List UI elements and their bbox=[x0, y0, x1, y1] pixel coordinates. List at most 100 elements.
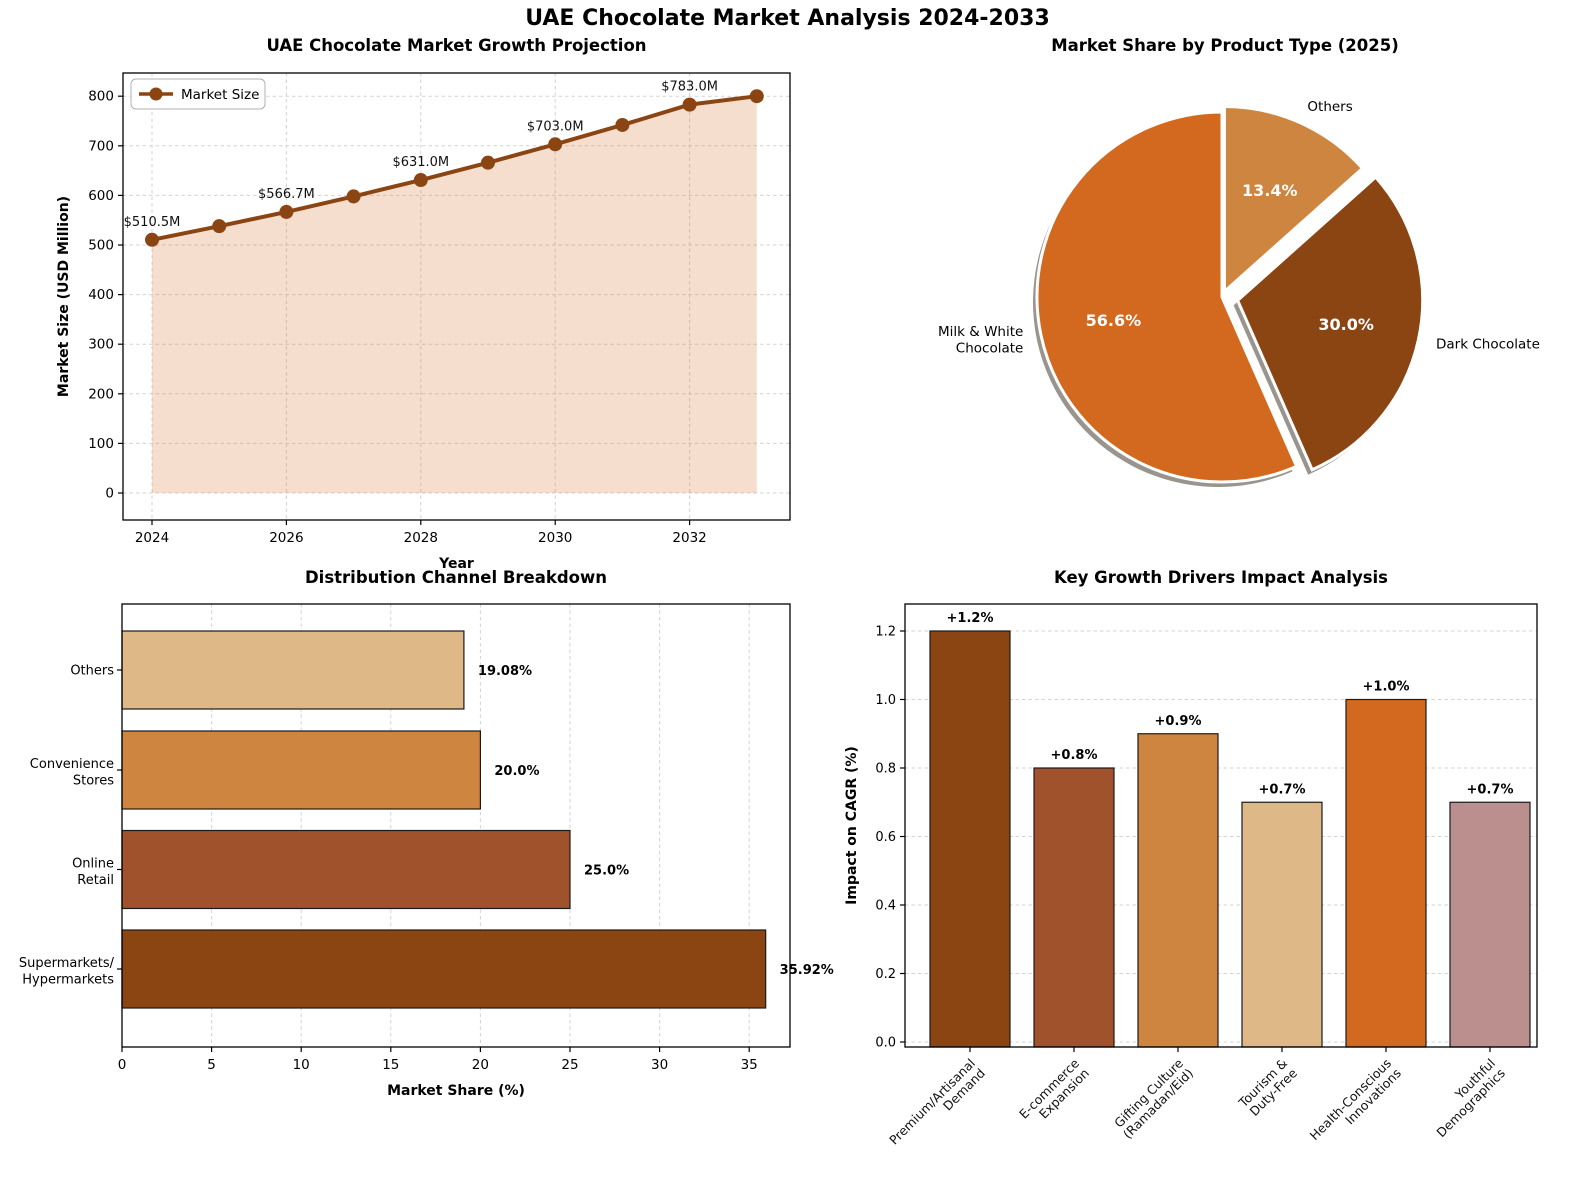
channel-bar bbox=[121, 829, 571, 910]
svg-text:$566.7M: $566.7M bbox=[258, 187, 315, 202]
legend-label: Market Size bbox=[181, 87, 259, 103]
data-point bbox=[279, 204, 294, 219]
svg-text:$631.0M: $631.0M bbox=[392, 155, 449, 170]
svg-text:100: 100 bbox=[88, 436, 114, 452]
svg-text:Market Share (%): Market Share (%) bbox=[387, 1083, 525, 1099]
bar-value-label: 25.0% bbox=[584, 864, 629, 879]
channel-bar bbox=[121, 630, 465, 710]
data-point bbox=[145, 232, 159, 247]
bar-value-label: 35.92% bbox=[780, 963, 834, 978]
data-point bbox=[346, 189, 361, 204]
svg-text:$510.5M: $510.5M bbox=[124, 215, 181, 230]
pie-chart-title: Market Share by Product Type (2025) bbox=[1051, 36, 1399, 55]
svg-text:0.8: 0.8 bbox=[875, 762, 896, 777]
channel-bar bbox=[121, 929, 767, 1009]
legend: Market Size bbox=[130, 78, 266, 110]
category-label: Others bbox=[70, 664, 114, 679]
data-point bbox=[212, 219, 227, 234]
svg-text:Impact on CAGR (%): Impact on CAGR (%) bbox=[844, 746, 860, 905]
category-label: YouthfulDemographics bbox=[1423, 1056, 1508, 1141]
svg-text:0.4: 0.4 bbox=[875, 899, 896, 914]
pie-label: Milk & White Chocolate bbox=[938, 324, 1023, 357]
svg-text:20: 20 bbox=[472, 1057, 489, 1073]
svg-text:2032: 2032 bbox=[672, 530, 706, 546]
category-label: Tourism &Duty-Free bbox=[1235, 1055, 1300, 1120]
distribution-channel-bar-chart: 19.08% Others 20.0% Convenience Stores 25.0% O… bbox=[19, 603, 834, 1099]
svg-text:1.2: 1.2 bbox=[875, 625, 896, 640]
driver-bar bbox=[1345, 698, 1427, 1048]
svg-text:30.0%: 30.0% bbox=[1318, 315, 1374, 334]
category-label: Convenience Stores bbox=[30, 757, 114, 789]
category-label: Health-ConsciousInnovations bbox=[1307, 1056, 1404, 1153]
pie-label: Dark Chocolate bbox=[1436, 336, 1540, 352]
svg-text:400: 400 bbox=[88, 287, 114, 303]
bar-value-label: 19.08% bbox=[478, 664, 532, 679]
svg-text:1.0: 1.0 bbox=[875, 693, 896, 708]
svg-text:2026: 2026 bbox=[269, 530, 303, 546]
svg-text:15: 15 bbox=[382, 1057, 399, 1073]
drivers-chart-title: Key Growth Drivers Impact Analysis bbox=[1053, 568, 1388, 587]
pie-slice bbox=[1222, 105, 1365, 295]
svg-text:800: 800 bbox=[88, 89, 114, 105]
pie-slice bbox=[1035, 110, 1299, 484]
pie-slice bbox=[1235, 175, 1425, 472]
channel-bar bbox=[121, 730, 481, 810]
driver-bar bbox=[929, 630, 1011, 1048]
svg-text:30: 30 bbox=[651, 1057, 668, 1073]
svg-text:$703.0M: $703.0M bbox=[527, 119, 584, 134]
market-size-line bbox=[151, 94, 758, 242]
figure-title: UAE Chocolate Market Analysis 2024-2033 bbox=[525, 6, 1050, 31]
svg-text:0.6: 0.6 bbox=[875, 830, 896, 845]
driver-bar bbox=[1137, 733, 1219, 1048]
svg-text:Market Size (USD Million): Market Size (USD Million) bbox=[56, 196, 72, 397]
data-point bbox=[413, 173, 428, 188]
svg-text:13.4%: 13.4% bbox=[1242, 181, 1298, 200]
svg-text:35: 35 bbox=[741, 1057, 758, 1073]
pie-label: Others bbox=[1307, 99, 1352, 115]
svg-text:500: 500 bbox=[88, 238, 114, 254]
growth-drivers-bar-chart: +1.2% Premium/ArtisanalDemand +0.8% E-comme… bbox=[844, 603, 1538, 1158]
svg-text:10: 10 bbox=[293, 1057, 310, 1073]
svg-text:56.6%: 56.6% bbox=[1086, 311, 1142, 330]
category-label: Supermarkets/Hypermarkets bbox=[19, 956, 115, 988]
bar-value-label: +0.9% bbox=[1155, 714, 1202, 729]
svg-text:2024: 2024 bbox=[135, 530, 169, 546]
product-share-pie-chart: 13.4% 30.0% 56.6% Others Dark Chocolate Milk … bbox=[938, 99, 1540, 487]
svg-text:2030: 2030 bbox=[538, 530, 572, 546]
growth-line-chart: $510.5M $566.7M $631.0M $703.0M $783.0M 2024 2… bbox=[56, 72, 791, 572]
category-label: Online Retail bbox=[72, 857, 114, 889]
data-point bbox=[481, 155, 495, 170]
svg-text:600: 600 bbox=[88, 188, 114, 204]
svg-text:0: 0 bbox=[118, 1057, 127, 1073]
channel-chart-title: Distribution Channel Breakdown bbox=[304, 568, 607, 587]
data-point bbox=[749, 89, 764, 104]
svg-text:0: 0 bbox=[105, 486, 114, 502]
data-point bbox=[615, 117, 630, 132]
bar-value-label: +0.8% bbox=[1051, 748, 1098, 763]
svg-text:5: 5 bbox=[207, 1057, 216, 1073]
svg-text:200: 200 bbox=[88, 386, 114, 402]
category-label: Gifting Culture(Ramadan/Eid) bbox=[1110, 1055, 1196, 1141]
category-label: Premium/ArtisanalDemand bbox=[886, 1056, 988, 1158]
bar-value-label: 20.0% bbox=[494, 764, 539, 779]
svg-text:25: 25 bbox=[561, 1057, 578, 1073]
market-size-area bbox=[152, 96, 757, 493]
category-label: E-commerceExpansion bbox=[1016, 1055, 1092, 1131]
driver-bar bbox=[1241, 801, 1323, 1048]
bar-value-label: +0.7% bbox=[1259, 782, 1306, 797]
svg-text:Year: Year bbox=[438, 556, 474, 572]
bar-value-label: +0.7% bbox=[1467, 782, 1514, 797]
bar-value-label: +1.0% bbox=[1363, 680, 1410, 695]
data-point bbox=[682, 97, 697, 112]
svg-text:2028: 2028 bbox=[404, 530, 438, 546]
svg-text:0.0: 0.0 bbox=[875, 1036, 896, 1051]
svg-text:0.2: 0.2 bbox=[875, 967, 896, 982]
driver-bar bbox=[1449, 801, 1531, 1048]
driver-bar bbox=[1033, 767, 1115, 1048]
svg-text:700: 700 bbox=[88, 138, 114, 154]
data-point bbox=[548, 137, 563, 152]
growth-chart-title: UAE Chocolate Market Growth Projection bbox=[266, 36, 647, 55]
bar-value-label: +1.2% bbox=[947, 611, 994, 626]
